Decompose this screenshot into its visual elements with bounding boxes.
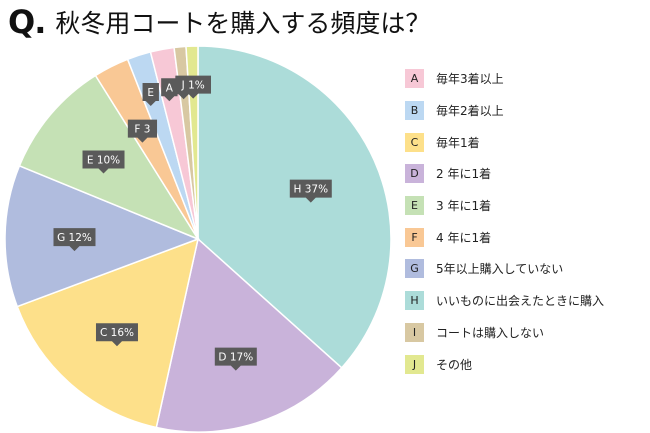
legend-label: 毎年3着以上	[436, 72, 504, 87]
pie-slice-h	[197, 45, 392, 369]
slice-label-g: G 12%	[53, 228, 96, 252]
legend-swatch: J	[405, 354, 424, 374]
legend-item-i: I コートは購入しない	[405, 317, 604, 349]
legend-swatch: E	[405, 196, 424, 216]
slice-label-j: J 1%	[175, 75, 211, 99]
legend-item-b: B 毎年2着以上	[405, 95, 604, 127]
legend-swatch: F	[405, 227, 424, 247]
slice-label-text: H 37%	[293, 184, 328, 196]
question-mark: Q.	[8, 3, 46, 41]
pie-slice-g	[4, 164, 201, 308]
legend-label: 3 年に1着	[436, 199, 492, 214]
legend-label: その他	[436, 357, 473, 372]
legend-swatch: I	[405, 322, 424, 342]
legend-swatch: C	[405, 132, 424, 152]
legend-label: いいものに出会えたときに購入	[436, 294, 605, 309]
question-header: Q. 秋冬用コートを購入する頻度は？	[8, 2, 430, 42]
question-title: 秋冬用コートを購入する頻度は？	[55, 9, 431, 38]
slice-label-c: C 16%	[95, 323, 138, 347]
legend-item-g: G 5年以上購入していない	[405, 253, 604, 285]
slice-label-text: E	[147, 87, 154, 99]
legend-item-d: D 2 年に1着	[405, 158, 604, 190]
slice-label-text: A	[166, 82, 174, 94]
legend-swatch: D	[405, 164, 424, 184]
legend-item-f: F 4 年に1着	[405, 221, 604, 253]
pie-slice-labels: H 37%D 17%C 16%G 12%E 10%F 3EAIJ 1%	[53, 75, 332, 371]
slice-label-text: G 12%	[57, 232, 92, 244]
legend-label: コートは購入しない	[436, 325, 545, 340]
legend-swatch: G	[405, 259, 424, 279]
legend-label: 4 年に1着	[436, 230, 492, 245]
legend-item-j: J その他	[405, 348, 604, 380]
slice-label-a: A	[161, 78, 178, 102]
slice-label-f: F 3	[127, 119, 158, 143]
legend-item-c: C 毎年1着	[405, 126, 604, 158]
slice-label-h: H 37%	[289, 179, 332, 203]
slice-label-e: E 10%	[82, 150, 125, 174]
slice-label-text: F 3	[134, 124, 150, 136]
slice-label-text: D 17%	[218, 352, 253, 364]
slice-label-b: E	[142, 83, 159, 107]
legend-item-e: E 3 年に1着	[405, 190, 604, 222]
chart-legend: A 毎年3着以上 B 毎年2着以上 C 毎年1着 D 2 年に1着 E 3 年に1着 F 4 年…	[405, 63, 604, 380]
slice-label-text: E 10%	[87, 154, 120, 166]
legend-swatch: B	[405, 101, 424, 121]
legend-label: 2 年に1着	[436, 167, 492, 182]
legend-swatch: H	[405, 291, 424, 311]
legend-swatch: A	[405, 69, 424, 89]
pie-slices	[4, 45, 392, 433]
slice-label-text: J 1%	[181, 80, 205, 92]
pie-slice-d	[155, 237, 343, 433]
legend-label: 5年以上購入していない	[436, 262, 564, 277]
legend-item-a: A 毎年3着以上	[405, 63, 604, 95]
slice-label-d: D 17%	[214, 347, 257, 371]
legend-label: 毎年1着	[436, 135, 480, 150]
legend-label: 毎年2着以上	[436, 104, 504, 119]
slice-label-text: C 16%	[100, 327, 134, 339]
legend-item-h: H いいものに出会えたときに購入	[405, 285, 604, 317]
